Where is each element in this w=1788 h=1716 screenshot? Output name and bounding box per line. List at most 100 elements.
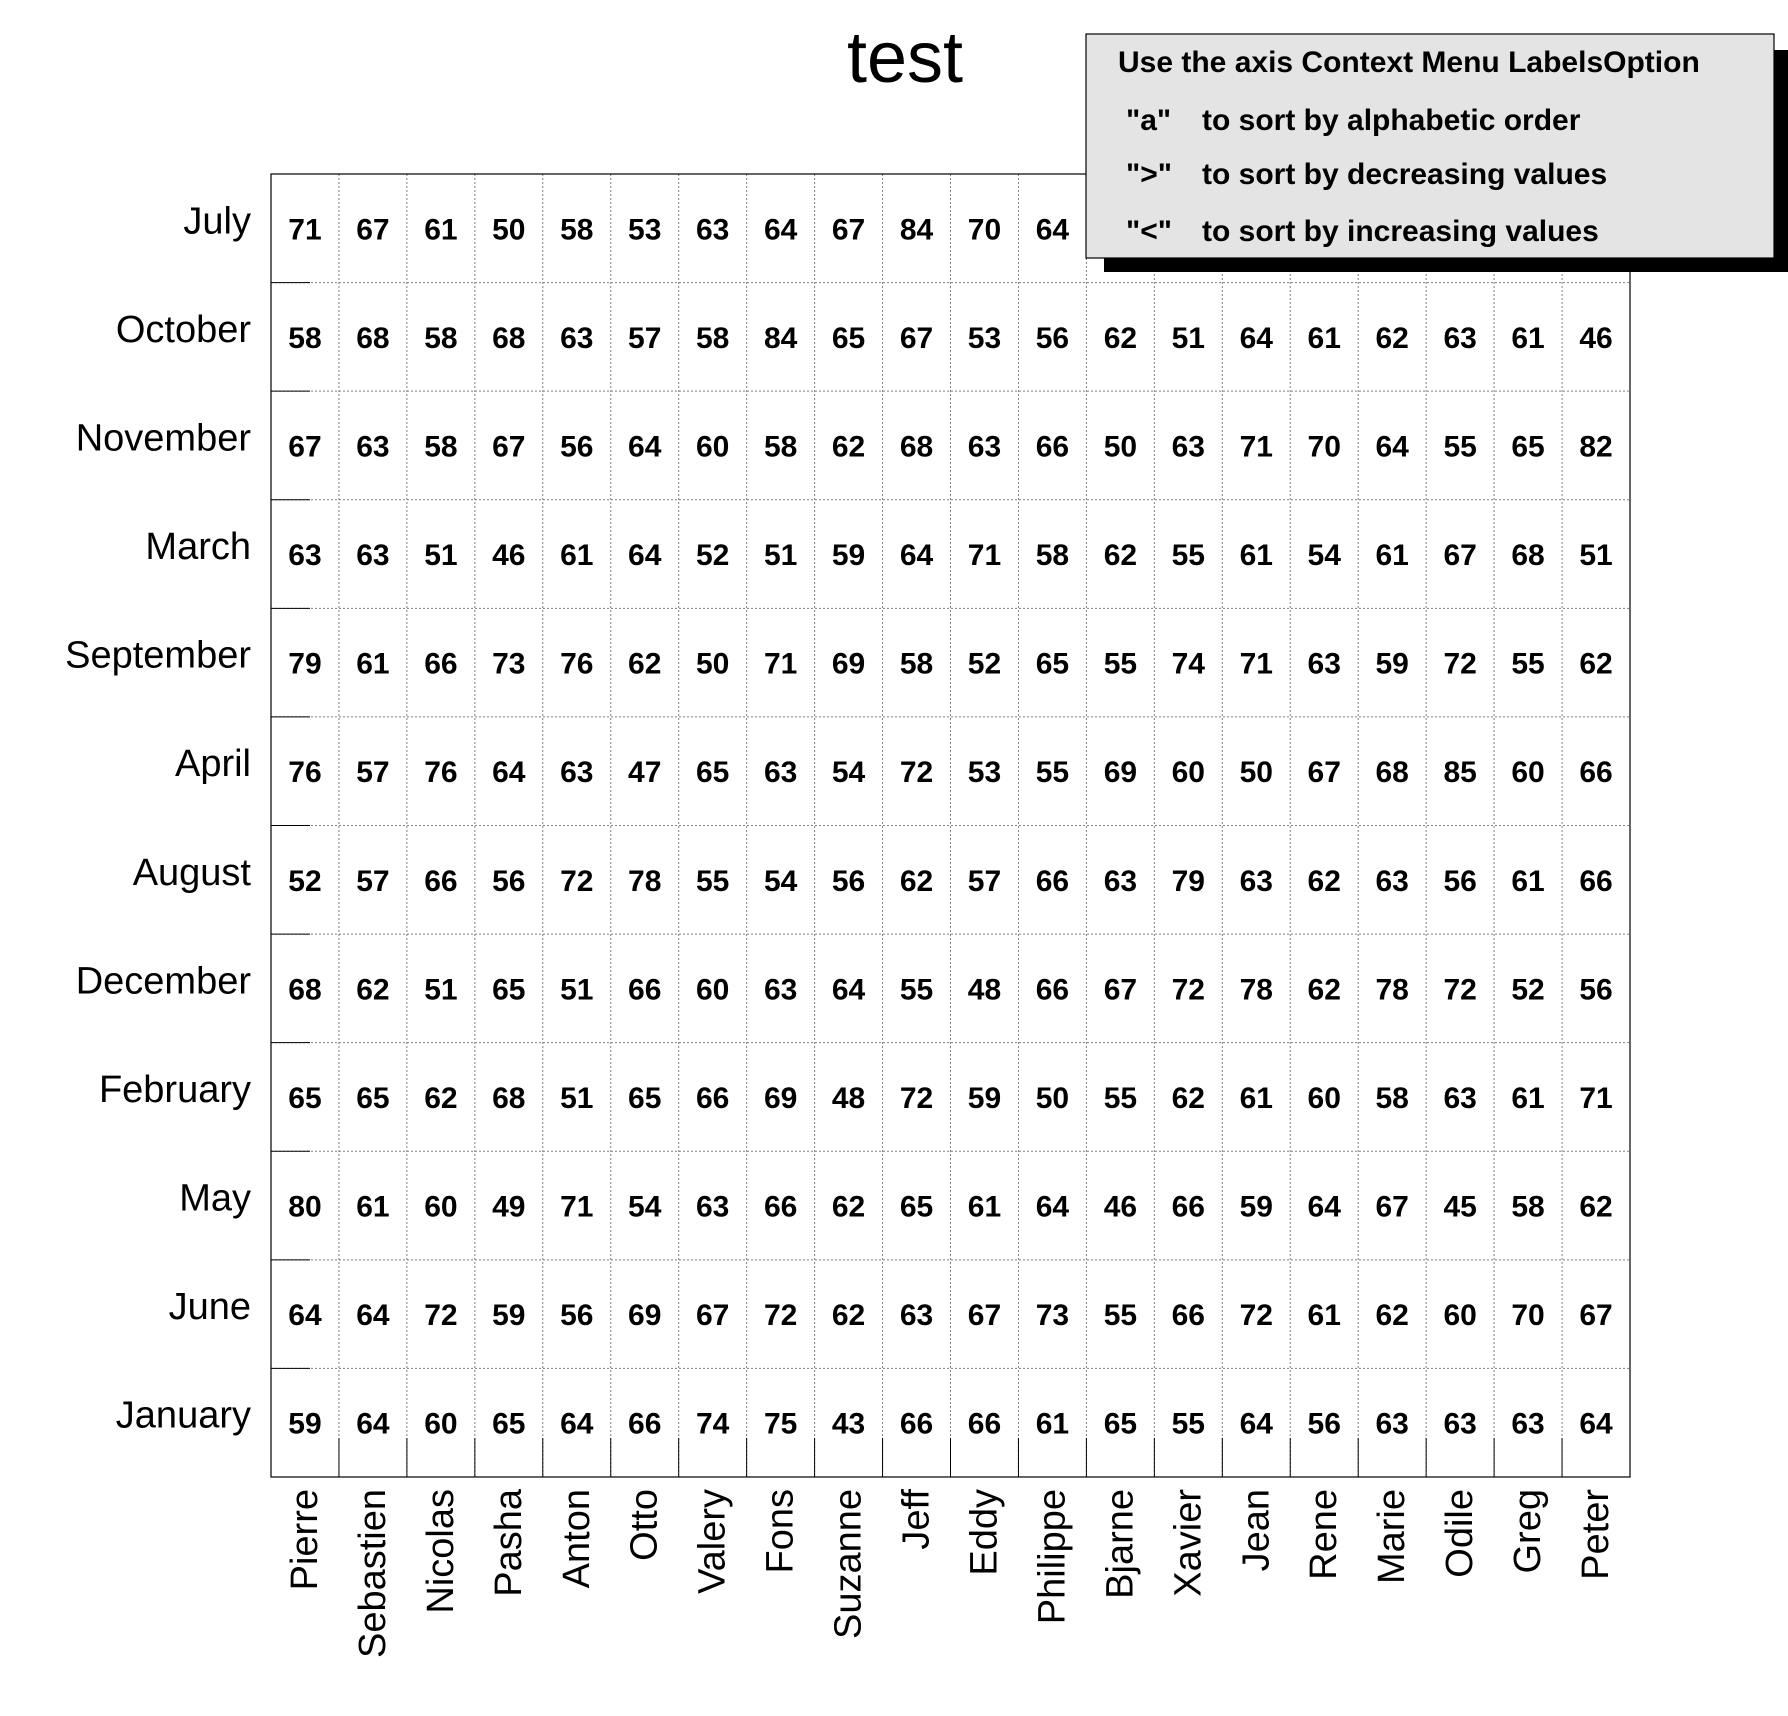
cell-value: 55 bbox=[696, 865, 729, 898]
legend-text-lt: to sort by increasing values bbox=[1202, 215, 1599, 248]
cell-value: 56 bbox=[1443, 865, 1476, 898]
cell-value: 66 bbox=[696, 1082, 729, 1115]
cell-value: 59 bbox=[288, 1408, 321, 1441]
cell-value: 68 bbox=[900, 430, 933, 463]
cell-value: 43 bbox=[832, 1408, 865, 1441]
cell-value: 61 bbox=[1375, 539, 1408, 572]
cells-layer: 71 67 61 50 58 53 63 64 67 84 70 64 58 68 58 68 63 57 58 84… bbox=[288, 213, 1613, 1440]
cell-value: 71 bbox=[1240, 430, 1273, 463]
cell-value: 59 bbox=[1240, 1191, 1273, 1224]
column-label: Pierre bbox=[284, 1489, 326, 1590]
cell-value: 68 bbox=[492, 1082, 525, 1115]
cell-value: 73 bbox=[492, 648, 525, 681]
cell-value: 51 bbox=[764, 539, 797, 572]
row-label: May bbox=[179, 1178, 251, 1220]
cell-value: 72 bbox=[560, 865, 593, 898]
cell-value: 61 bbox=[1036, 1408, 1069, 1441]
cell-value: 63 bbox=[764, 973, 797, 1006]
cell-value: 70 bbox=[968, 213, 1001, 246]
cell-value: 62 bbox=[900, 865, 933, 898]
cell-value: 54 bbox=[1308, 539, 1342, 572]
cell-value: 75 bbox=[764, 1408, 797, 1441]
cell-value: 82 bbox=[1579, 430, 1612, 463]
cell-value: 63 bbox=[968, 430, 1001, 463]
cell-value: 63 bbox=[900, 1299, 933, 1332]
cell-value: 66 bbox=[1579, 865, 1612, 898]
cell-value: 63 bbox=[696, 213, 729, 246]
cell-value: 66 bbox=[900, 1408, 933, 1441]
cell-value: 55 bbox=[1511, 648, 1544, 681]
cell-value: 62 bbox=[832, 1191, 865, 1224]
cell-value: 51 bbox=[1172, 322, 1205, 355]
cell-value: 72 bbox=[900, 1082, 933, 1115]
cell-value: 67 bbox=[1104, 973, 1137, 1006]
cell-value: 66 bbox=[764, 1191, 797, 1224]
cell-value: 68 bbox=[1375, 756, 1408, 789]
column-label: Greg bbox=[1507, 1489, 1549, 1573]
cell-value: 61 bbox=[1511, 322, 1544, 355]
column-label: Jean bbox=[1235, 1489, 1277, 1571]
cell-value: 69 bbox=[764, 1082, 797, 1115]
cell-value: 63 bbox=[560, 322, 593, 355]
plot-frame bbox=[270, 173, 1631, 1478]
cell-value: 63 bbox=[1443, 322, 1476, 355]
cell-value: 48 bbox=[968, 973, 1001, 1006]
cell-value: 76 bbox=[560, 648, 593, 681]
cell-value: 67 bbox=[832, 213, 865, 246]
cell-value: 69 bbox=[832, 648, 865, 681]
cell-value: 70 bbox=[1511, 1299, 1544, 1332]
cell-value: 55 bbox=[1172, 1408, 1205, 1441]
col-labels: Pierre Sebastien Nicolas Pasha Anton Otto Vale… bbox=[284, 1488, 1617, 1658]
cell-value: 63 bbox=[356, 539, 389, 572]
cell-value: 50 bbox=[492, 213, 525, 246]
cell-value: 66 bbox=[968, 1408, 1001, 1441]
cell-value: 62 bbox=[424, 1082, 457, 1115]
cell-value: 49 bbox=[492, 1191, 525, 1224]
cell-value: 58 bbox=[1036, 539, 1069, 572]
cell-value: 62 bbox=[628, 648, 661, 681]
column-label: Rene bbox=[1303, 1489, 1345, 1580]
cell-value: 56 bbox=[1036, 322, 1069, 355]
column-label: Xavier bbox=[1167, 1489, 1209, 1597]
cell-value: 60 bbox=[1443, 1299, 1476, 1332]
cell-value: 55 bbox=[1104, 648, 1137, 681]
legend-key-gt: ">" bbox=[1126, 158, 1172, 191]
cell-value: 66 bbox=[628, 973, 661, 1006]
cell-value: 61 bbox=[1240, 539, 1273, 572]
cell-value: 55 bbox=[1172, 539, 1205, 572]
cell-value: 67 bbox=[1375, 1191, 1408, 1224]
column-label: Odile bbox=[1439, 1489, 1481, 1578]
cell-value: 46 bbox=[1579, 322, 1612, 355]
cell-value: 63 bbox=[764, 756, 797, 789]
cell-value: 58 bbox=[1511, 1191, 1544, 1224]
cell-value: 58 bbox=[1375, 1082, 1408, 1115]
cell-value: 67 bbox=[492, 430, 525, 463]
cell-value: 61 bbox=[1308, 322, 1341, 355]
column-label: Fons bbox=[760, 1489, 802, 1573]
legend-text-a: to sort by alphabetic order bbox=[1202, 104, 1581, 137]
legend-text-gt: to sort by decreasing values bbox=[1202, 158, 1607, 191]
column-label: Jeff bbox=[896, 1489, 938, 1550]
cell-value: 61 bbox=[356, 1191, 389, 1224]
cell-value: 54 bbox=[764, 865, 798, 898]
cell-value: 66 bbox=[424, 865, 457, 898]
cell-value: 62 bbox=[832, 430, 865, 463]
row-labels: July October November March September April Au… bbox=[65, 200, 251, 1436]
cell-value: 61 bbox=[968, 1191, 1001, 1224]
cell-value: 50 bbox=[1104, 430, 1137, 463]
cell-value: 62 bbox=[1104, 322, 1137, 355]
cell-value: 53 bbox=[628, 213, 661, 246]
cell-value: 58 bbox=[900, 648, 933, 681]
cell-value: 71 bbox=[560, 1191, 593, 1224]
cell-value: 61 bbox=[1511, 865, 1544, 898]
cell-value: 52 bbox=[696, 539, 729, 572]
cell-value: 79 bbox=[1172, 865, 1205, 898]
cell-value: 47 bbox=[628, 756, 661, 789]
cell-value: 51 bbox=[560, 973, 593, 1006]
cell-value: 78 bbox=[628, 865, 661, 898]
cell-value: 64 bbox=[356, 1299, 390, 1332]
cell-value: 53 bbox=[968, 756, 1001, 789]
cell-value: 67 bbox=[1308, 756, 1341, 789]
cell-value: 78 bbox=[1375, 973, 1408, 1006]
cell-value: 45 bbox=[1443, 1191, 1476, 1224]
